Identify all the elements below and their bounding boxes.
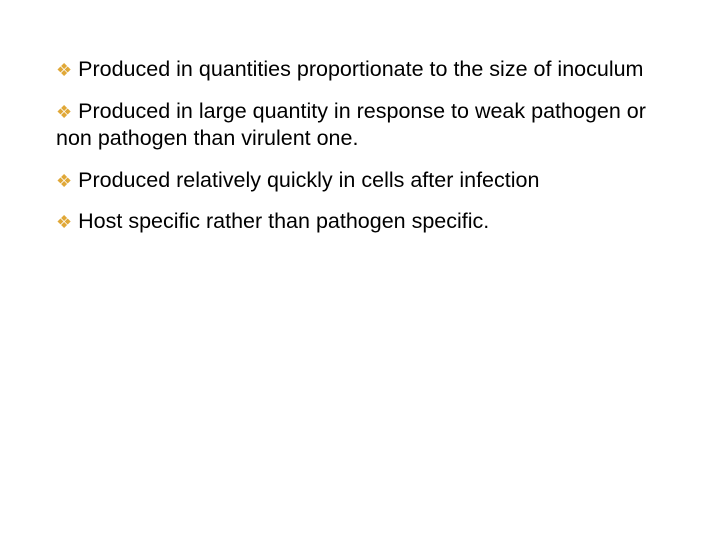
list-item: ❖ Host specific rather than pathogen spec… bbox=[56, 208, 664, 236]
list-item: ❖ Produced in quantities proportionate to… bbox=[56, 56, 664, 84]
slide: ❖ Produced in quantities proportionate to… bbox=[0, 0, 720, 540]
list-item: ❖Produced in large quantity in response … bbox=[56, 98, 664, 153]
diamond-bullet-icon: ❖ bbox=[56, 212, 72, 232]
diamond-bullet-icon: ❖ bbox=[56, 102, 72, 122]
item-text: Host specific rather than pathogen speci… bbox=[78, 209, 489, 233]
diamond-bullet-icon: ❖ bbox=[56, 60, 72, 80]
item-text: Produced in large quantity in response t… bbox=[56, 99, 646, 151]
list-item: ❖ Produced relatively quickly in cells af… bbox=[56, 167, 664, 195]
item-text: Produced relatively quickly in cells aft… bbox=[78, 168, 539, 192]
item-text: Produced in quantities proportionate to … bbox=[78, 57, 643, 81]
diamond-bullet-icon: ❖ bbox=[56, 171, 72, 191]
